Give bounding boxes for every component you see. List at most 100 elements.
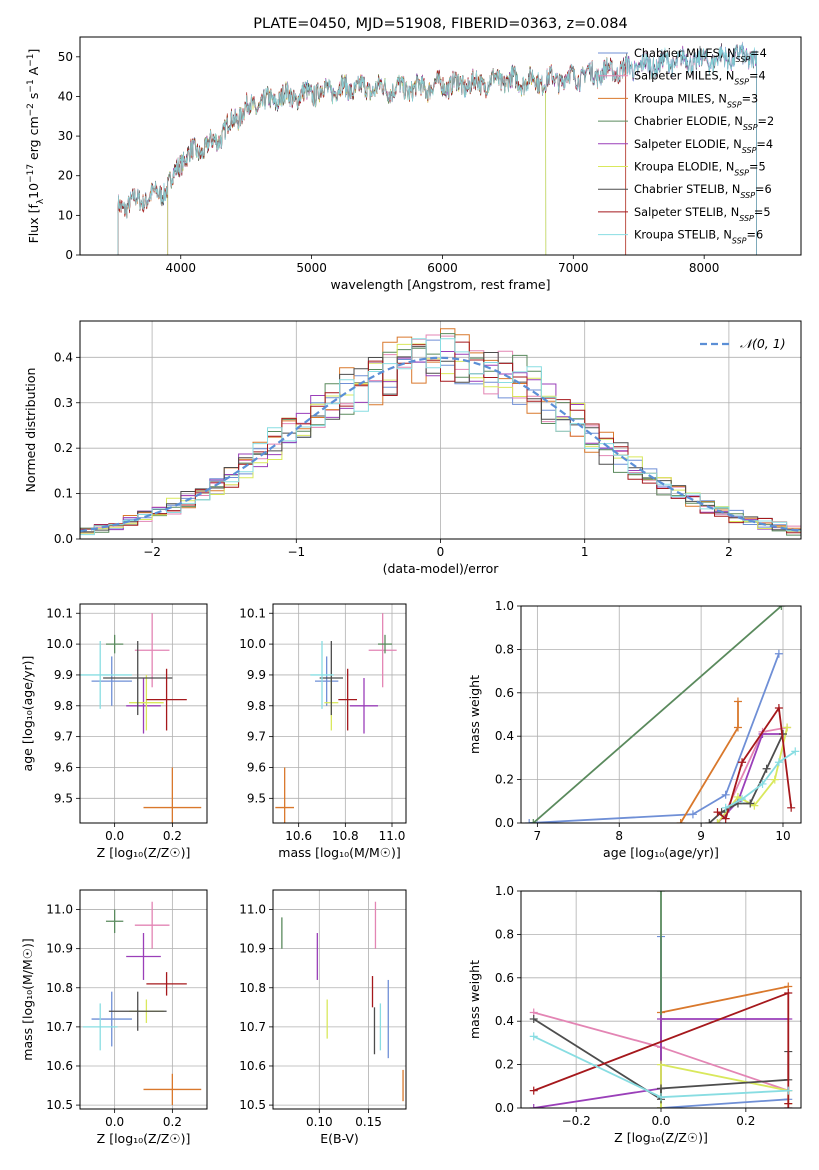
y-axis-label-part: −2 [26,103,36,116]
histogram-kroupa_stelib [80,338,801,537]
plot-area [117,41,757,255]
y-axis-label: Normed distribution [23,368,38,493]
y-axis-label-part: −1 [26,54,36,67]
y-tick-label: 10.6 [239,1059,266,1073]
y-tick-label: 0.3 [54,396,73,410]
weight-marker-salpeter_stelib [721,814,730,823]
legend-entry-name: Kroupa MILES, N [634,92,727,105]
y-tick-label: 1.0 [495,599,514,613]
x-tick-label: 10.6 [285,829,312,843]
panel-mass_vs_Z: 0.0 0.2 10.5 10.6 10.7 10.8 10.9 11.0 Z [log₁₀(Z… [20,889,208,1146]
chart-title: PLATE=0450, MJD=51908, FIBERID=0363, z=0… [253,16,627,32]
y-tick-label: 10 [58,208,73,222]
plot-area [521,606,801,823]
y-tick-label: 9.9 [247,668,266,682]
x-tick-label: 10.8 [332,829,359,843]
weight-line-kroupa_miles [660,985,789,1108]
legend-entry-sub: SSP [734,168,749,177]
x-axis-label: Z [log₁₀(Z/Z☉)] [97,845,191,860]
x-tick-label: 0.15 [355,1115,382,1129]
legend-entry-sub: SSP [727,100,742,109]
axes-frame [520,605,802,824]
y-tick-label: 10.7 [239,1020,266,1034]
panel-residuals: −2 −1 0 1 2 0.0 0.1 0.2 0.3 0.4 (data-model)/error… [23,320,802,576]
spectrum-line-salpeter_stelib [117,57,627,255]
legend-entry-sub: SSP [732,236,747,245]
weight-marker-salpeter_stelib [784,988,793,997]
x-tick-label: 0.2 [163,1115,182,1129]
legend-entry-sub: SSP [734,77,749,86]
y-tick-label: 0.6 [495,686,514,700]
y-tick-label: 0.4 [495,1014,514,1028]
x-tick-label: 4000 [165,261,196,275]
x-tick-label: 11.0 [379,829,406,843]
normal-curve [80,356,801,533]
legend-entry: Salpeter MILES, NSSP=4 [634,70,766,87]
y-axis-label-part: λ [36,198,46,204]
x-axis-label: Z [log₁₀(Z/Z☉)] [614,1130,708,1145]
weight-marker-chabrier_miles [774,649,783,658]
weight-marker-kroupa_elodie [713,819,722,823]
weight-marker-chabrier_miles [721,790,730,799]
weight-marker-kroupa_elodie [657,1104,665,1108]
legend-entry: 𝒩(0, 1) [740,336,786,351]
weight-marker-kroupa_stelib [529,1032,538,1041]
legend-entry-tail: =6 [746,229,763,242]
x-tick-label: 0.0 [651,1114,670,1128]
y-tick-label: 10.8 [239,981,266,995]
y-tick-label: 20 [58,169,73,183]
y-axis-label-part: Flux [f [26,204,41,244]
x-axis-label: (data-model)/error [383,561,500,576]
legend-entry-name: Chabrier STELIB, N [634,183,740,196]
legend-entry-name: Chabrier MILES, N [634,47,735,60]
weight-marker-chabrier_stelib [657,1084,665,1093]
legend-entry: Kroupa MILES, NSSP=3 [634,92,758,109]
y-tick-label: 0.6 [495,971,514,985]
y-axis-label-part: erg cm [26,116,41,164]
y-tick-label: 9.6 [247,760,266,774]
y-tick-label: 9.7 [247,730,266,744]
x-tick-label: 0.2 [163,829,182,843]
panel-weight_vs_age: 7 8 9 10 0.0 0.2 0.4 0.6 0.8 1.0 age [log₁₀(age/yr… [467,599,802,860]
y-tick-label: 10.1 [239,606,266,620]
legend-entry: Kroupa ELODIE, NSSP=5 [634,161,766,178]
x-tick-label: 0.0 [105,1115,124,1129]
axes-frame [79,889,208,1110]
x-tick-label: 10 [775,829,790,843]
legend-entry-name: Salpeter STELIB, N [634,206,739,219]
x-tick-label: 9 [697,829,705,843]
axes-frame [79,36,802,256]
x-tick-label: 8 [615,829,623,843]
weight-marker-kroupa_elodie [657,1060,665,1069]
y-axis-label-part: −17 [26,164,36,183]
x-tick-label: 5000 [296,261,327,275]
weight-line-chabrier_miles [529,653,780,823]
panel-mass_vs_ebv: 0.10 0.15 10.5 10.6 10.7 10.8 10.9 11.0 E(B-V) [239,889,407,1146]
x-axis-label: age [log₁₀(age/yr)] [603,845,719,860]
y-tick-label: 40 [58,89,73,103]
weight-marker-salpeter_elodie [657,1015,665,1024]
weight-marker-kroupa_miles [733,697,742,706]
legend-entry: Salpeter ELODIE, NSSP=4 [634,138,773,155]
weight-marker-kroupa_stelib [791,747,800,756]
axes-frame [272,889,407,1110]
y-tick-label: 9.6 [54,760,73,774]
legend-entry-name: Salpeter MILES, N [634,70,734,83]
y-tick-label: 0.2 [495,773,514,787]
plot-area [273,890,406,1109]
weight-marker-chabrier_stelib [705,819,714,823]
legend-entry-name: Salpeter ELODIE, N [634,138,742,151]
weight-marker-kroupa_stelib [774,758,783,767]
legend-entry-sub: SSP [739,213,754,222]
weight-marker-chabrier_elodie [529,819,538,823]
weight-marker-kroupa_elodie [750,801,759,810]
weight-marker-chabrier_elodie [777,606,786,610]
legend-entry-tail: =4 [749,70,766,83]
y-tick-label: 11.0 [239,903,266,917]
x-tick-label: 7 [534,829,542,843]
legend-entry-sub: SSP [743,123,758,132]
legend-entry: Chabrier MILES, NSSP=4 [634,47,767,64]
x-tick-label: 0.2 [736,1114,755,1128]
weight-marker-kroupa_elodie [783,723,792,732]
